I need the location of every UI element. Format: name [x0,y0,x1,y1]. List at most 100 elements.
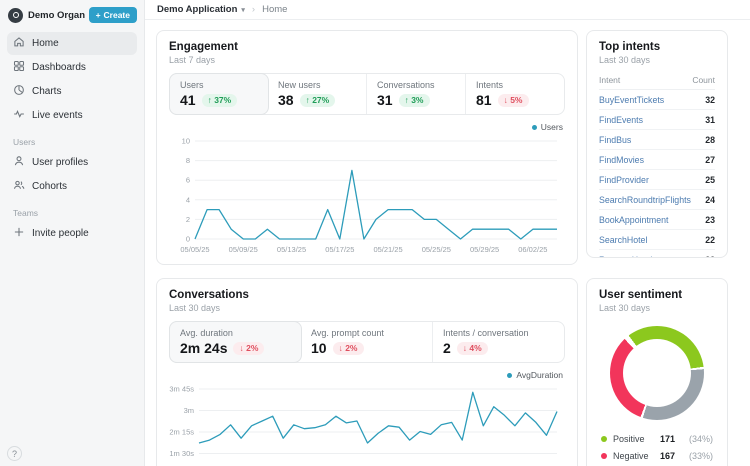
table-row: BookAppointment 23 [599,209,715,230]
topbar: Demo Application ▾ › Home [145,0,750,20]
app-selector[interactable]: Demo Application ▾ [157,4,245,15]
intent-link[interactable]: FindBus [599,134,632,145]
sidebar-section-teams: Teams [13,208,39,218]
dashboards-icon [13,60,25,75]
table-row: SearchRoundtripFlights 24 [599,189,715,210]
app-selector-label: Demo Application [157,4,238,15]
stat-tile-avg-prompt-count[interactable]: Avg. prompt count 10 ↓ 2% [301,322,432,362]
card-subtitle: Last 7 days [169,55,216,65]
card-subtitle: Last 30 days [599,303,651,313]
plus-icon: + [95,10,101,20]
org-avatar [8,7,23,23]
engagement-line-chart[interactable]: 0 2 4 6 8 10 05/05/25 05/09/25 05/13/25 05/17/25 0… [169,133,565,257]
card-title: Conversations [169,289,249,301]
engagement-chart-legend[interactable]: Users [171,122,563,132]
intent-link[interactable]: FindProvider [599,174,649,185]
sidebar: Demo Organization + Create Home Dashboar… [0,0,145,466]
intent-link[interactable]: SearchRoundtripFlights [599,194,691,205]
trend-delta: 5% [510,95,523,105]
trend-badge: ↑ 3% [398,93,430,107]
cohorts-icon [13,179,25,194]
table-row: SearchHotel 22 [599,229,715,250]
legend-label: Negative [613,450,649,461]
arrow-down-icon: ↓ [239,343,244,353]
sidebar-item-live-events[interactable]: Live events [7,104,137,127]
sidebar-section-users: Users [13,137,36,147]
breadcrumb[interactable]: Home [262,4,288,15]
stat-tile-intents-per-conversation[interactable]: Intents / conversation 2 ↓ 4% [432,322,564,362]
org-name: Demo Organization [28,9,85,21]
intent-link[interactable]: SearchHotel [599,234,648,245]
sentiment-legend-row: Positive 171 (34%) [599,430,715,447]
legend-value: 171 [659,433,675,444]
legend-dot-icon [531,124,537,130]
user-icon [13,155,25,170]
sidebar-header: Demo Organization + Create [7,5,137,32]
stat-label: Users [180,80,204,90]
arrow-up-icon: ↑ [207,95,212,105]
sidebar-item-cohorts[interactable]: Cohorts [7,175,137,198]
sidebar-item-label: Dashboards [32,62,86,73]
svg-text:4: 4 [186,195,190,204]
user-sentiment-card: User sentiment Last 30 days Positive 171 (… [586,278,728,466]
stat-value: 38 [278,92,294,108]
svg-text:2: 2 [186,215,190,224]
intent-link[interactable]: FindEvents [599,114,644,125]
intent-count: 27 [692,149,715,170]
live-events-icon [13,108,25,123]
sidebar-item-charts[interactable]: Charts [7,80,137,103]
svg-text:06/02/25: 06/02/25 [518,245,547,254]
stat-label: Avg. duration [180,328,233,338]
sentiment-donut-chart[interactable] [610,326,704,420]
svg-text:05/25/25: 05/25/25 [422,245,451,254]
intent-count: 31 [692,109,715,130]
svg-text:0: 0 [186,235,190,244]
top-intents-card: Top intents Last 30 days Intent Count Bu… [586,30,728,258]
stat-tile-conversations[interactable]: Conversations 31 ↑ 3% [366,74,465,114]
sidebar-item-user-profiles[interactable]: User profiles [7,151,137,174]
table-row: BuyEventTickets 32 [599,89,715,110]
create-button[interactable]: + Create [88,7,137,23]
intent-link[interactable]: BuyEventTickets [599,94,665,105]
engagement-card: Engagement Last 7 days Users 41 ↑ 37% Ne… [156,30,578,265]
intent-link[interactable]: BookAppointment [599,214,669,225]
org-switcher[interactable]: Demo Organization [8,7,85,23]
trend-delta: 3% [411,95,424,105]
help-button[interactable]: ? [7,446,22,461]
intent-link[interactable]: ReserveHotel [599,255,652,258]
conversations-chart-legend[interactable]: AvgDuration [171,370,563,380]
conversations-stats-row: Avg. duration 2m 24s ↓ 2% Avg. prompt co… [169,321,565,363]
stat-value: 31 [377,92,393,108]
intent-link[interactable]: FindMovies [599,154,644,165]
stat-tile-new-users[interactable]: New users 38 ↑ 27% [268,74,366,114]
table-row: FindBus 28 [599,129,715,150]
legend-percent: (33%) [688,450,713,461]
sidebar-nav: Home Dashboards Charts Live events Users… [7,32,137,245]
intent-count: 22 [692,249,715,257]
card-title: Engagement [169,41,239,53]
svg-text:05/17/25: 05/17/25 [325,245,354,254]
sidebar-item-label: Invite people [32,228,89,239]
chevron-right-icon: › [251,4,256,15]
legend-value: 167 [659,450,675,461]
table-row: FindProvider 25 [599,169,715,190]
stat-value: 2m 24s [180,340,228,356]
sidebar-item-invite-people[interactable]: Invite people [7,222,137,245]
stat-tile-users[interactable]: Users 41 ↑ 37% [169,73,269,115]
stat-tile-intents[interactable]: Intents 81 ↓ 5% [465,74,564,114]
sidebar-item-home[interactable]: Home [7,32,137,55]
card-subtitle: Last 30 days [599,55,651,65]
stat-tile-avg-duration[interactable]: Avg. duration 2m 24s ↓ 2% [169,321,302,363]
svg-text:3m: 3m [184,406,194,415]
plus-icon [13,226,25,241]
sidebar-item-label: Cohorts [32,181,68,192]
chevron-down-icon: ▾ [241,6,245,14]
home-icon [13,36,25,51]
stat-value: 81 [476,92,492,108]
stat-label: New users [278,80,321,90]
card-title: User sentiment [599,289,683,301]
sidebar-item-dashboards[interactable]: Dashboards [7,56,137,79]
sentiment-legend-row: Negative 167 (33%) [599,447,715,464]
